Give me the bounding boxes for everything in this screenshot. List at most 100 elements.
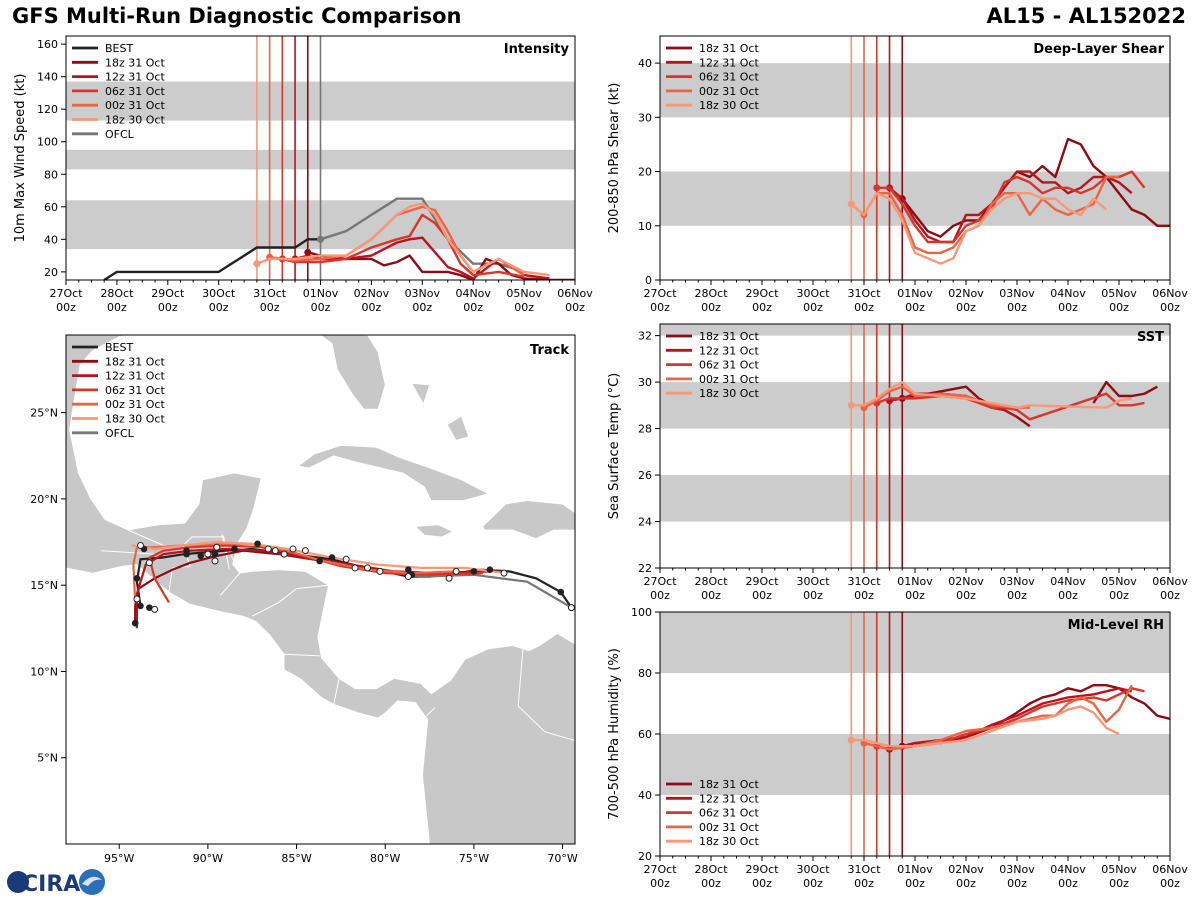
y-axis-label: 200-850 hPa Shear (kt): [607, 83, 622, 234]
track-point-filled: [133, 574, 141, 582]
x-tick-label: 00z: [650, 589, 670, 602]
track-point-open: [289, 545, 297, 553]
x-tick-label: 00z: [701, 877, 721, 890]
country-border: [219, 572, 241, 596]
panel-rh: 27Oct00z28Oct00z29Oct00z30Oct00z31Oct00z…: [607, 606, 1188, 890]
series-line: [103, 238, 321, 280]
track-point-filled: [197, 552, 205, 560]
track-point-filled: [146, 604, 153, 611]
x-tick-label: 00z: [854, 301, 874, 314]
y-tick-label: 28: [638, 423, 652, 436]
legend-label: 06z 31 Oct: [699, 807, 759, 820]
y-tick-label: 40: [638, 57, 652, 70]
legend-label: OFCL: [105, 128, 135, 141]
x-tick-label: 30Oct: [796, 863, 830, 876]
legend-label: 06z 31 Oct: [699, 71, 759, 84]
x-tick-label: 70°W: [547, 852, 577, 865]
series-line: [876, 170, 1146, 244]
series-line: [862, 175, 1119, 255]
x-tick-label: 00z: [905, 877, 925, 890]
legend-label: 12z 31 Oct: [699, 56, 759, 69]
y-tick-label: 100: [37, 136, 58, 149]
shade-band: [660, 612, 1170, 673]
legend-label: 06z 31 Oct: [105, 384, 165, 397]
series-line: [876, 392, 1145, 421]
y-tick-label: 80: [44, 168, 58, 181]
x-tick-label: 00z: [311, 301, 331, 314]
y-axis-label: Sea Surface Temp (°C): [607, 373, 622, 520]
y-tick-label: 60: [44, 201, 58, 214]
panel-title: Track: [530, 343, 569, 358]
legend-label: 18z 30 Oct: [105, 114, 165, 127]
y-tick-label: 40: [638, 789, 652, 802]
x-tick-label: 00z: [158, 301, 178, 314]
x-tick-label: 00z: [1109, 589, 1129, 602]
x-tick-label: 00z: [701, 589, 721, 602]
x-tick-label: 27Oct: [643, 575, 677, 588]
legend-label: 12z 31 Oct: [105, 71, 165, 84]
x-tick-label: 80°W: [370, 852, 400, 865]
x-tick-label: 31Oct: [847, 863, 881, 876]
x-tick-label: 29Oct: [151, 287, 185, 300]
x-tick-label: 03Nov: [405, 287, 441, 300]
track-point-filled: [557, 588, 565, 596]
track-point-open: [271, 547, 279, 555]
track-point-open: [301, 547, 309, 555]
x-tick-label: 00z: [701, 301, 721, 314]
legend-label: 18z 30 Oct: [105, 413, 165, 426]
track-point-open: [280, 550, 288, 558]
x-tick-label: 00z: [565, 301, 585, 314]
y-tick-label: 10°N: [30, 665, 58, 678]
panel-track: 95°W 90°W 85°W 80°W 75°W 70°W 5°N 10°N 15°N 20°N 2…: [30, 334, 578, 865]
x-tick-label: 31Oct: [847, 287, 881, 300]
x-tick-label: 00z: [854, 589, 874, 602]
track-point-open: [445, 574, 453, 582]
cuba: [297, 444, 490, 501]
track-line: [131, 540, 506, 575]
x-tick-label: 00z: [650, 877, 670, 890]
legend-label: 18z 31 Oct: [105, 56, 165, 69]
x-tick-label: 31Oct: [847, 575, 881, 588]
x-tick-label: 29Oct: [745, 575, 779, 588]
track-point-filled: [470, 568, 478, 575]
logo-text: CIRA: [22, 872, 80, 897]
country-border: [101, 550, 155, 555]
x-tick-label: 00z: [1058, 589, 1078, 602]
y-tick-label: 5°N: [37, 752, 58, 765]
x-tick-label: 00z: [1160, 589, 1180, 602]
page-title: GFS Multi-Run Diagnostic Comparison: [12, 4, 462, 28]
y-tick-label: 20: [44, 266, 58, 279]
shade-band: [660, 475, 1170, 522]
bahamas-1: [411, 382, 431, 413]
legend-label: 06z 31 Oct: [699, 359, 759, 372]
track-point-filled: [211, 550, 219, 558]
x-tick-label: 00z: [803, 877, 823, 890]
x-tick-label: 27Oct: [643, 863, 677, 876]
logo-globe-icon: [7, 871, 29, 893]
x-tick-label: 00z: [956, 589, 976, 602]
track-point-filled: [131, 619, 139, 627]
x-tick-label: 05Nov: [1101, 863, 1137, 876]
track-point-open: [145, 559, 153, 567]
x-tick-label: 27Oct: [643, 287, 677, 300]
legend-label: 00z 31 Oct: [699, 85, 759, 98]
track-point-filled: [231, 545, 238, 553]
legend-label: BEST: [105, 42, 133, 55]
x-tick-label: 00z: [1109, 877, 1129, 890]
x-tick-label: 29Oct: [745, 287, 779, 300]
panel-title: Mid-Level RH: [1068, 618, 1164, 633]
series-line: [851, 380, 1133, 409]
x-tick-label: 00z: [1007, 589, 1027, 602]
y-tick-label: 20: [638, 850, 652, 863]
x-tick-label: 00z: [107, 301, 127, 314]
x-tick-label: 75°W: [459, 852, 489, 865]
panel-intensity: 27Oct00z28Oct00z29Oct00z30Oct00z31Oct00z…: [13, 35, 593, 314]
shade-band: [660, 324, 1170, 336]
y-tick-label: 120: [37, 103, 58, 116]
track-point-filled: [486, 566, 494, 573]
series-line: [889, 687, 1133, 751]
y-tick-label: 140: [37, 71, 58, 84]
track-point-open: [151, 605, 159, 613]
